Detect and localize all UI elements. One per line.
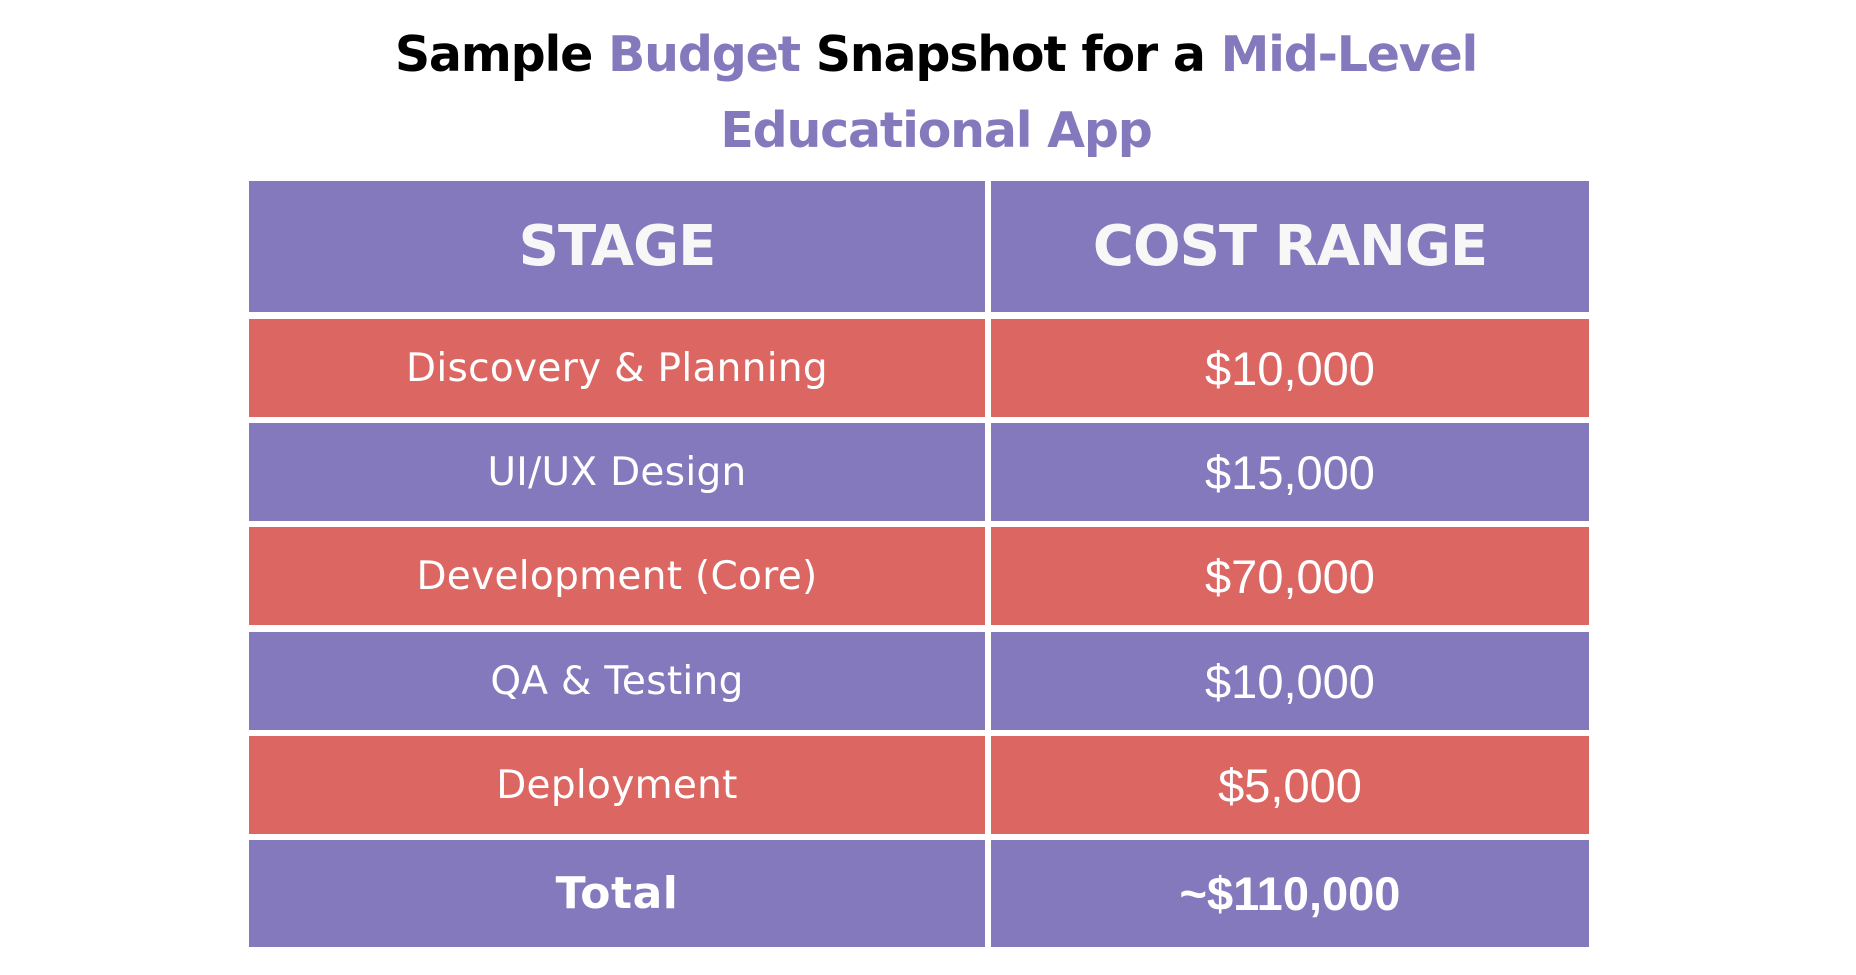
total-cost: ~$110,000	[991, 840, 1589, 947]
cost-cell: $10,000	[991, 632, 1589, 730]
stage-cell: Discovery & Planning	[249, 319, 985, 417]
table-total-row: Total ~$110,000	[249, 840, 1589, 947]
table-header-row: STAGE COST RANGE	[249, 181, 1589, 312]
table-row: QA & Testing $10,000	[249, 632, 1589, 730]
stage-cell: UI/UX Design	[249, 423, 985, 521]
table-row: Deployment $5,000	[249, 736, 1589, 834]
stage-cell: Deployment	[249, 736, 985, 834]
header-stage: STAGE	[249, 181, 985, 312]
cost-cell: $10,000	[991, 319, 1589, 417]
table-row: Development (Core) $70,000	[249, 527, 1589, 625]
title-segment: Snapshot for a	[799, 26, 1221, 83]
title-segment: Sample	[394, 26, 609, 83]
page-title-line-1: Sample Budget Snapshot for a Mid-Level	[8, 30, 1856, 79]
stage-cell: Development (Core)	[249, 527, 985, 625]
total-label: Total	[249, 840, 985, 947]
cost-cell: $5,000	[991, 736, 1589, 834]
title-accent-mid-level: Mid-Level	[1220, 26, 1479, 83]
header-cost-range: COST RANGE	[991, 181, 1589, 312]
page-title-line-2: Educational App	[720, 102, 1153, 159]
cost-cell: $15,000	[991, 423, 1589, 521]
title-accent-budget: Budget	[608, 26, 801, 83]
table-row: UI/UX Design $15,000	[249, 423, 1589, 521]
cost-cell: $70,000	[991, 527, 1589, 625]
table-row: Discovery & Planning $10,000	[249, 319, 1589, 417]
stage-cell: QA & Testing	[249, 632, 985, 730]
